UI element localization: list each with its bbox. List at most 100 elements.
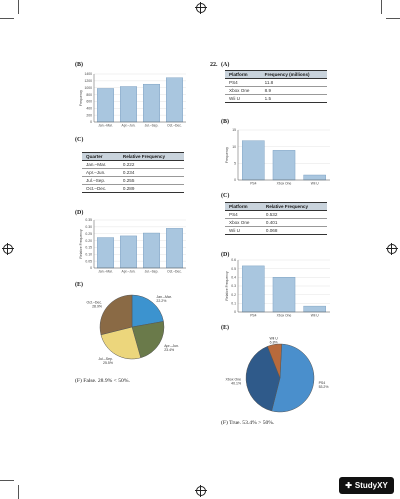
left-b-bar-chart: 0 200 400 600 800 1000 1200 1400 Jan.–Mar. Apr.–J… — [79, 72, 186, 128]
table-row: Xbox One 8.9 — [225, 86, 327, 95]
y-tick-label: 0.6 — [231, 258, 236, 262]
pie-slice-label: Oct.–Dec. — [86, 301, 102, 305]
right-c-table: Platform Relative Frequency PS4 0.532 Xbox… — [225, 202, 327, 235]
y-axis-label: Frequency — [225, 147, 229, 163]
right-e-label: (E) — [221, 325, 229, 331]
right-b-bar-chart: 0 5 10 15 PS4 Xbox One Wii U Frequency — [225, 128, 330, 186]
bar — [97, 237, 114, 269]
pie-slice-label: Apr.–Jun. — [164, 344, 179, 348]
pie-slice-percent: 6.8% — [270, 341, 278, 345]
y-tick-label: 1400 — [84, 72, 92, 76]
right-d-label: (D) — [221, 252, 230, 258]
x-tick-label: Jan.–Mar. — [98, 270, 113, 274]
x-tick-label: PS4 — [250, 182, 256, 186]
y-axis-label: Relative Frequency — [79, 229, 83, 259]
pie-slice-percent: 40.1% — [231, 382, 241, 386]
crop-mark — [18, 0, 19, 14]
left-d-label: (D) — [75, 210, 84, 216]
bar — [242, 140, 265, 181]
table-row: Xbox One 0.401 — [225, 218, 327, 227]
pie-slice — [100, 326, 142, 360]
y-tick-label: 0.10 — [85, 252, 92, 256]
left-c-label: (C) — [75, 137, 84, 143]
x-tick-label: Apr.–Jun. — [122, 270, 136, 274]
right-a-table: Platform Frequency (millions) PS4 11.8 Xbo… — [225, 70, 327, 103]
pie-slice-label: Wii U — [269, 337, 278, 341]
y-tick-label: 5 — [234, 162, 236, 166]
registration-mark-icon — [386, 243, 398, 255]
y-axis-label: Frequency — [79, 90, 83, 106]
crop-mark — [386, 18, 400, 19]
bar — [143, 83, 160, 123]
y-tick-label: 0.35 — [85, 218, 92, 222]
pie-slice-percent: 23.4% — [164, 348, 174, 352]
y-tick-label: 0 — [90, 120, 92, 124]
table-header: Quarter — [82, 152, 119, 161]
left-e-label: (E) — [75, 282, 83, 288]
table-row: Wii U 1.5 — [225, 94, 327, 103]
pie-slice-percent: 22.2% — [156, 299, 166, 303]
right-f-answer: (F) True. 53.4% > 50%. — [221, 420, 275, 426]
y-tick-label: 600 — [86, 100, 92, 104]
bar — [272, 150, 296, 181]
bar — [242, 265, 265, 313]
pie-slice-label: Jul.–Sep. — [98, 357, 113, 361]
right-a-label: (A) — [221, 62, 230, 68]
x-tick-label: Jul.–Sep. — [145, 124, 159, 128]
bar — [120, 235, 137, 269]
pie-slice-label: Xbox One — [226, 378, 242, 382]
right-b-label: (B) — [221, 119, 229, 125]
y-tick-label: 0 — [90, 266, 92, 270]
registration-mark-icon — [2, 243, 14, 255]
y-tick-label: 1000 — [84, 86, 92, 90]
y-tick-label: 0.20 — [85, 239, 92, 243]
crop-mark — [0, 480, 14, 481]
crop-mark — [18, 485, 19, 499]
left-f-answer: (F) False. 28.9% < 50%. — [75, 378, 130, 384]
y-tick-label: 0.25 — [85, 232, 92, 236]
x-tick-label: Wii U — [311, 314, 319, 318]
x-tick-label: Oct.–Dec. — [167, 124, 182, 128]
table-header: Platform — [225, 70, 261, 79]
bar — [97, 88, 114, 123]
bar — [166, 228, 183, 269]
table-row: Jul.–Sep. 0.255 — [82, 176, 184, 185]
x-tick-label: Apr.–Jun. — [122, 124, 136, 128]
y-tick-label: 0.2 — [231, 293, 236, 297]
bar — [272, 277, 296, 313]
table-row: PS4 0.532 — [225, 210, 327, 219]
bar — [303, 174, 326, 181]
registration-mark-icon — [195, 485, 207, 497]
bar — [143, 232, 160, 269]
crop-mark — [0, 18, 14, 19]
table-row: Jan.–Mar. 0.222 — [82, 160, 184, 169]
y-tick-label: 15 — [232, 128, 236, 132]
y-tick-label: 0.3 — [231, 284, 236, 288]
table-header: Frequency (millions) — [260, 70, 327, 79]
table-header: Relative Frequency — [261, 202, 327, 211]
left-e-pie-chart: Jan.–Mar.22.2% Apr.–Jun.23.4% Jul.–Sep.25.… — [86, 294, 179, 365]
pie-slice — [245, 346, 281, 412]
y-tick-label: 0.05 — [85, 259, 92, 263]
y-tick-label: 0 — [234, 310, 236, 314]
table-row: Wii U 0.068 — [225, 226, 327, 235]
left-d-bar-chart: 0 0.05 0.10 0.15 0.20 0.25 0.30 0.35 Jan.–Mar. Ap… — [79, 218, 186, 274]
x-tick-label: PS4 — [250, 314, 256, 318]
pie-slice — [267, 343, 282, 379]
y-tick-label: 0 — [234, 178, 236, 182]
right-c-label: (C) — [221, 193, 230, 199]
table-header: Platform — [225, 202, 262, 211]
pie-slice — [99, 294, 133, 336]
pie-slice-percent: 53.2% — [319, 385, 329, 389]
left-b-label: (B) — [75, 62, 83, 68]
y-tick-label: 0.4 — [231, 276, 236, 280]
studyxy-watermark: ✚ StudyXY — [339, 477, 394, 494]
y-tick-label: 400 — [86, 106, 92, 110]
watermark-text: StudyXY — [354, 481, 388, 490]
x-tick-label: Jan.–Mar. — [98, 124, 113, 128]
table-row: PS4 11.8 — [225, 78, 327, 87]
y-tick-label: 0.30 — [85, 225, 92, 229]
crop-mark — [381, 0, 382, 14]
x-tick-label: Jul.–Sep. — [145, 270, 159, 274]
